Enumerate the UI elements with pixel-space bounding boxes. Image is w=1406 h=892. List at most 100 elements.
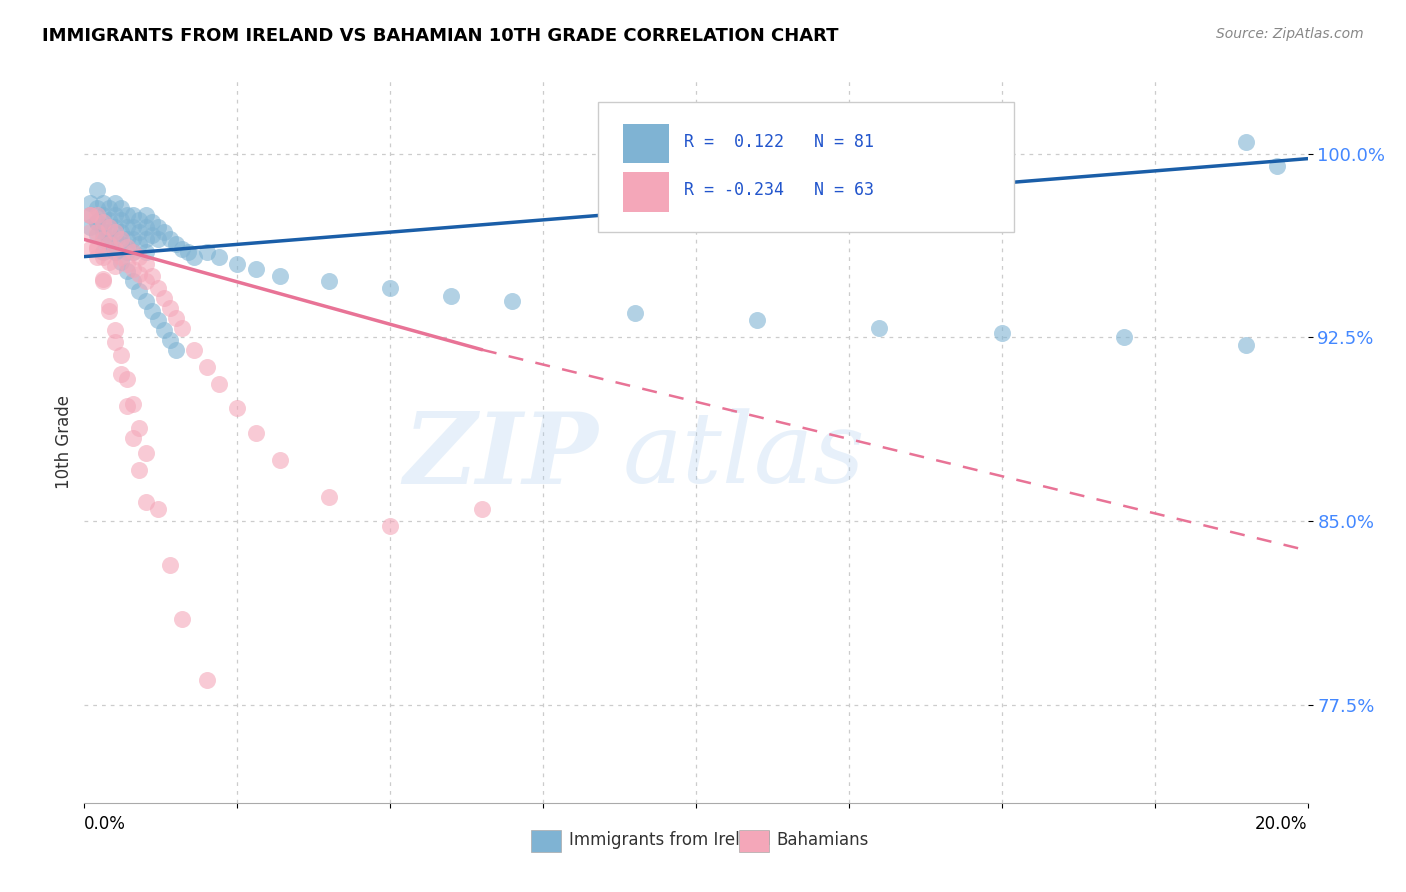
Point <box>86 227 108 242</box>
Point <box>122 208 145 222</box>
Point <box>318 490 340 504</box>
Point <box>128 213 150 227</box>
Text: R = -0.234   N = 63: R = -0.234 N = 63 <box>683 181 873 199</box>
Point <box>104 232 127 246</box>
Text: ZIP: ZIP <box>404 408 598 504</box>
Point <box>122 232 145 246</box>
Point <box>159 333 181 347</box>
Point <box>141 215 163 229</box>
Point <box>91 220 114 235</box>
Point <box>79 208 101 222</box>
Point <box>122 244 145 259</box>
Point <box>128 421 150 435</box>
Point <box>380 281 402 295</box>
Point <box>869 320 891 334</box>
Point <box>128 267 150 281</box>
Point <box>153 225 176 239</box>
Point <box>115 232 138 246</box>
Point <box>165 343 187 357</box>
Point <box>135 220 157 235</box>
Point <box>159 232 181 246</box>
Point <box>502 293 524 308</box>
Point <box>153 291 176 305</box>
Point <box>128 463 150 477</box>
Point <box>104 225 127 239</box>
Point <box>1114 330 1136 344</box>
Point <box>245 261 267 276</box>
Point <box>135 244 157 259</box>
Point <box>104 260 127 274</box>
Point <box>79 220 101 235</box>
Point <box>128 284 150 298</box>
Point <box>91 232 114 246</box>
Point <box>159 301 181 315</box>
Point <box>91 215 114 229</box>
Point <box>104 220 127 235</box>
Text: R =  0.122   N = 81: R = 0.122 N = 81 <box>683 133 873 151</box>
Point <box>91 271 114 285</box>
Text: atlas: atlas <box>623 409 865 504</box>
Point <box>146 313 169 327</box>
Point <box>1236 338 1258 352</box>
Point <box>79 225 101 239</box>
Point <box>208 250 231 264</box>
Text: 0.0%: 0.0% <box>84 815 127 833</box>
Point <box>97 213 120 227</box>
Point <box>86 242 108 256</box>
Point <box>135 232 157 246</box>
Point <box>86 225 108 239</box>
Point <box>115 208 138 222</box>
Point <box>110 232 132 246</box>
Point <box>110 254 132 268</box>
Point <box>86 184 108 198</box>
Point <box>195 359 218 374</box>
Point <box>91 225 114 239</box>
Point <box>104 208 127 222</box>
Point <box>115 257 138 271</box>
Point <box>318 274 340 288</box>
Point <box>135 274 157 288</box>
Text: Immigrants from Ireland: Immigrants from Ireland <box>569 831 770 849</box>
Point <box>115 399 138 413</box>
Point <box>183 343 205 357</box>
Point <box>91 244 114 259</box>
Point <box>97 303 120 318</box>
Point <box>165 237 187 252</box>
Point <box>135 293 157 308</box>
Point <box>135 208 157 222</box>
Point <box>135 445 157 459</box>
Point <box>1236 135 1258 149</box>
Point <box>91 195 114 210</box>
Point <box>146 220 169 235</box>
Point <box>177 244 200 259</box>
Point <box>86 240 108 254</box>
Point <box>86 215 108 229</box>
Point <box>91 208 114 222</box>
Point <box>146 502 169 516</box>
Point <box>471 502 494 516</box>
Point <box>79 208 101 222</box>
Point <box>172 612 194 626</box>
Point <box>104 244 127 259</box>
Point <box>141 303 163 318</box>
Point <box>104 195 127 210</box>
Point <box>226 257 249 271</box>
Point <box>79 208 101 222</box>
Point <box>183 250 205 264</box>
Point <box>115 220 138 235</box>
Point <box>245 425 267 440</box>
Point <box>141 227 163 242</box>
Point <box>86 250 108 264</box>
Point <box>97 237 120 252</box>
Point <box>122 274 145 288</box>
Bar <box>623 124 669 163</box>
Point <box>128 225 150 239</box>
Text: Source: ZipAtlas.com: Source: ZipAtlas.com <box>1216 27 1364 41</box>
Point <box>172 242 194 256</box>
Point <box>115 244 138 259</box>
Point <box>115 372 138 386</box>
Point <box>1265 159 1288 173</box>
Point <box>153 323 176 337</box>
Text: Bahamians: Bahamians <box>776 831 869 849</box>
Point <box>86 215 108 229</box>
